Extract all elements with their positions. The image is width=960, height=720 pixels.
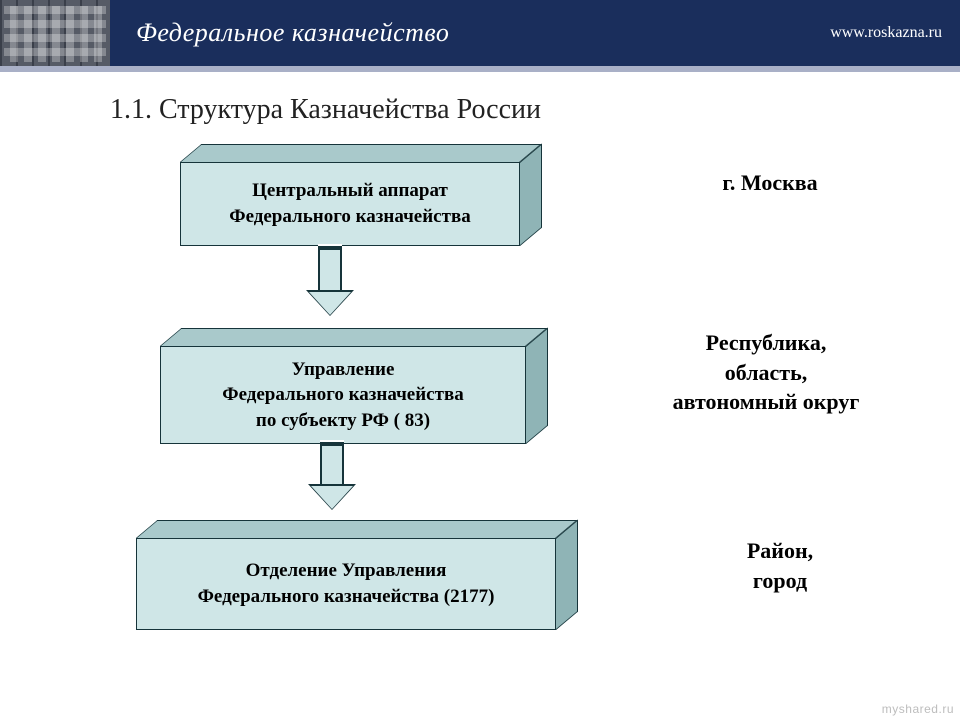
slide-title: 1.1. Структура Казначейства России — [110, 94, 910, 126]
org-node-annotation: г. Москва — [650, 168, 890, 198]
header-url: www.roskazna.ru — [830, 24, 942, 42]
org-node-line: Управление — [292, 357, 395, 383]
flow-arrow — [306, 248, 354, 316]
header-bar: Федеральное казначейство www.roskazna.ru — [0, 0, 960, 66]
org-flowchart: Центральный аппаратФедерального казначей… — [50, 144, 910, 704]
header-title: Федеральное казначейство — [136, 18, 449, 48]
slide: 1.1. Структура Казначейства России Центр… — [0, 72, 960, 704]
org-node-label: Центральный аппаратФедерального казначей… — [180, 162, 520, 246]
org-node-line: Федерального казначейства — [222, 382, 463, 408]
org-node-n1: Центральный аппаратФедерального казначей… — [180, 144, 542, 246]
building-icon — [0, 0, 110, 66]
org-node-annotation: Район, город — [670, 536, 890, 595]
flow-arrow — [308, 444, 356, 510]
org-node-line: по субъекту РФ ( 83) — [256, 408, 430, 434]
watermark: myshared.ru — [882, 702, 954, 716]
org-node-n3: Отделение УправленияФедерального казначе… — [136, 520, 578, 630]
org-node-annotation: Республика, область, автономный округ — [626, 328, 906, 417]
org-node-label: УправлениеФедерального казначействапо су… — [160, 346, 526, 444]
org-node-line: Центральный аппарат — [252, 178, 448, 204]
org-node-n2: УправлениеФедерального казначействапо су… — [160, 328, 548, 444]
org-node-line: Отделение Управления — [246, 558, 447, 584]
org-node-label: Отделение УправленияФедерального казначе… — [136, 538, 556, 630]
org-node-line: Федерального казначейства — [229, 204, 470, 230]
org-node-line: Федерального казначейства (2177) — [198, 584, 495, 610]
